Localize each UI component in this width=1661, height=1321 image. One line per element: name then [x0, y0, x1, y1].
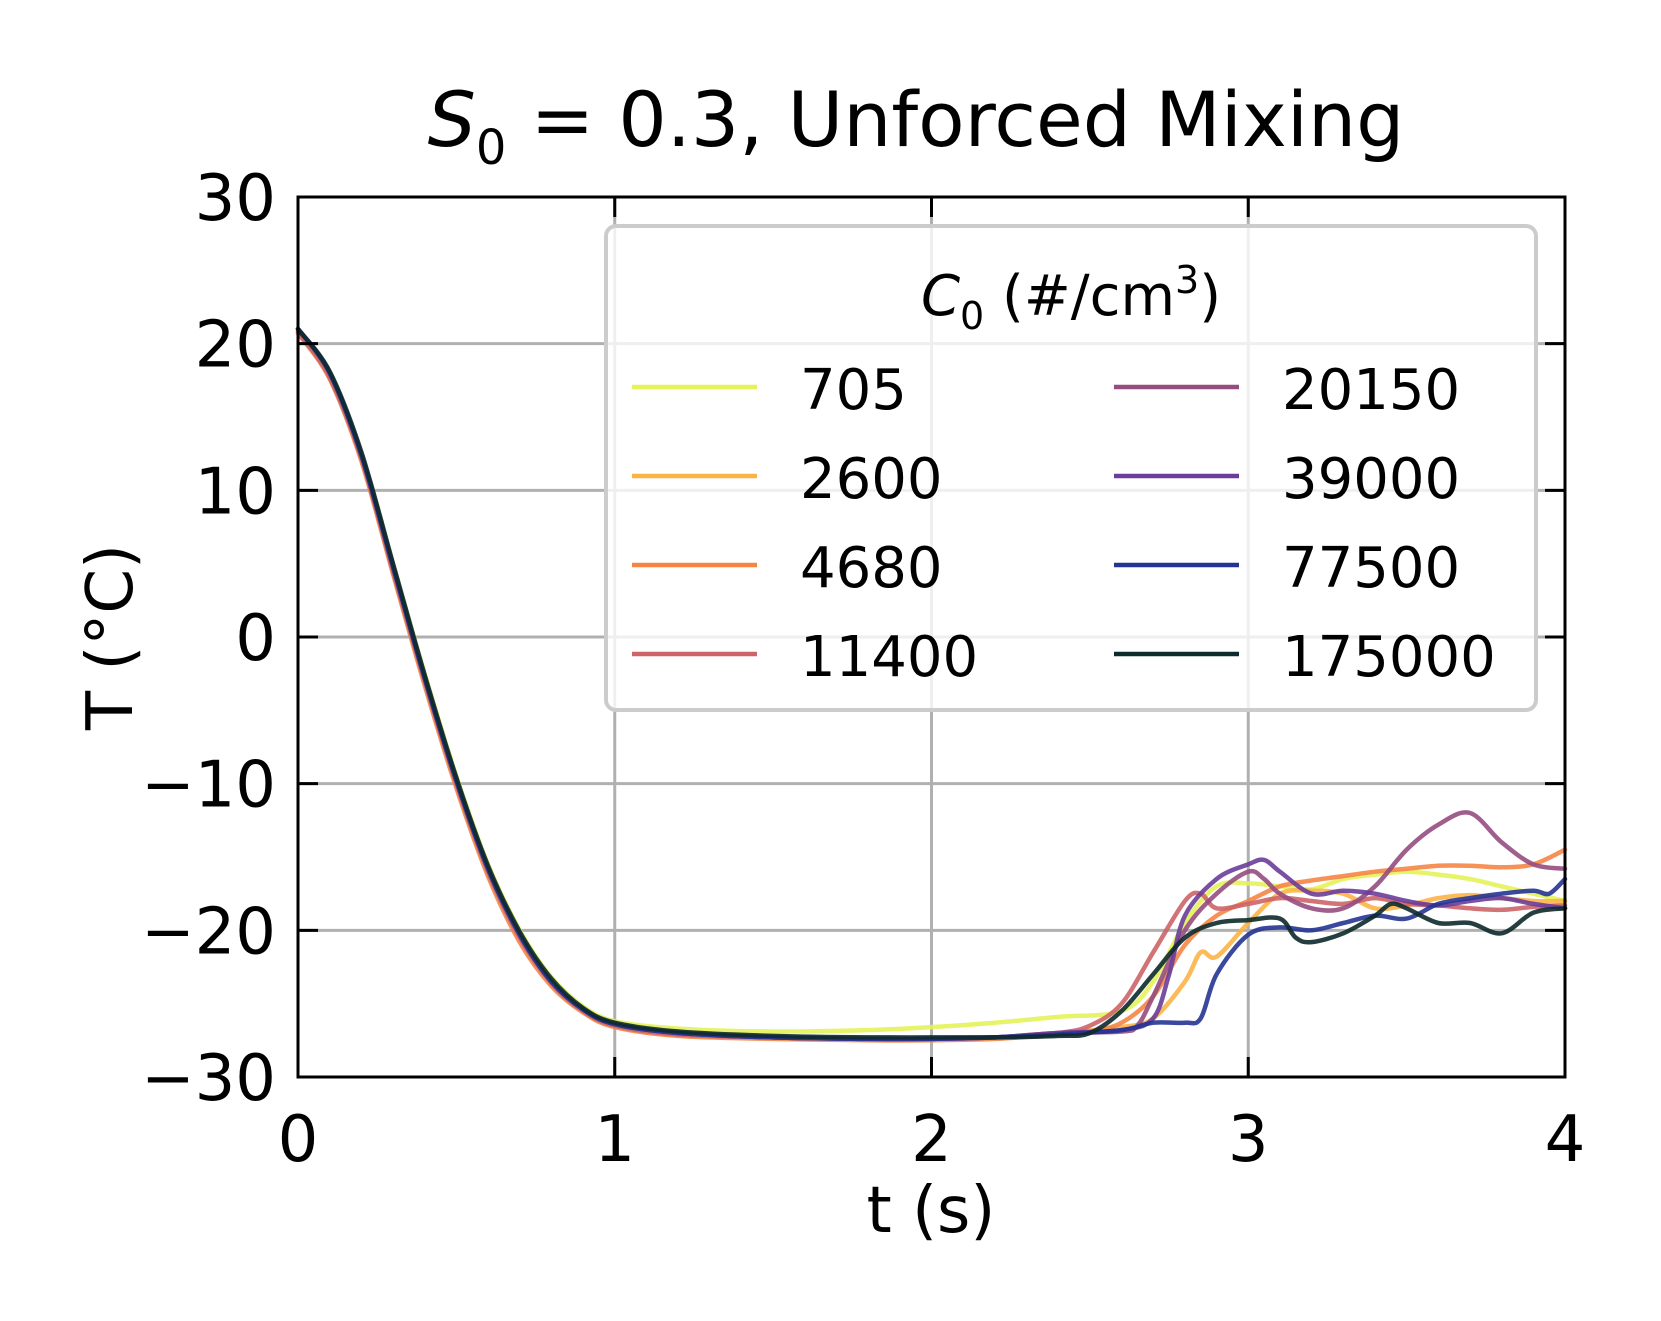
- y-tick-label-2: −10: [141, 749, 276, 823]
- legend-label-77500: 77500: [1282, 536, 1460, 601]
- legend-label-175000: 175000: [1282, 625, 1496, 690]
- y-tick-label-3: 0: [235, 602, 276, 676]
- chart-title-subscript: 0: [476, 120, 507, 176]
- x-tick-label-4: 4: [1545, 1103, 1586, 1177]
- legend-title-subscript: 0: [960, 294, 984, 338]
- legend-label-39000: 39000: [1282, 447, 1460, 512]
- legend: C0 (#/cm3) 705 2600 4680 11400 20150 39000 775…: [604, 224, 1538, 712]
- legend-label-4680: 4680: [800, 536, 943, 601]
- y-tick-label-0: −30: [141, 1042, 276, 1116]
- x-tick-label-0: 0: [278, 1103, 319, 1177]
- y-tick-label-1: −20: [141, 895, 276, 969]
- legend-title-superscript: 3: [1175, 258, 1199, 302]
- series-line-175000: [295, 326, 1568, 1040]
- chart-title-text: = 0.3, Unforced Mixing: [506, 75, 1404, 164]
- y-tick-label-4: 10: [195, 455, 276, 529]
- legend-title: C0 (#/cm3): [921, 258, 1221, 338]
- legend-label-11400: 11400: [800, 625, 978, 690]
- legend-label-705: 705: [800, 358, 907, 423]
- legend-title-symbol: C: [921, 264, 960, 329]
- chart-title-symbol: S: [428, 75, 476, 164]
- y-tick-label-5: 20: [195, 309, 276, 383]
- y-axis-label: T (°C): [74, 544, 148, 731]
- chart-title: S0 = 0.3, Unforced Mixing: [428, 75, 1405, 176]
- x-tick-label-1: 1: [594, 1103, 635, 1177]
- series-group: [295, 326, 1568, 1043]
- legend-box: [604, 224, 1538, 712]
- y-tick-label-6: 30: [195, 162, 276, 236]
- x-tick-label-2: 2: [911, 1103, 952, 1177]
- legend-items: 705 2600 4680 11400 20150 39000 77500 175000: [632, 358, 1496, 690]
- legend-label-2600: 2600: [800, 447, 943, 512]
- legend-title-close: ): [1199, 264, 1221, 329]
- x-axis-label: t (s): [867, 1174, 996, 1248]
- legend-title-text: (#/cm: [984, 264, 1175, 329]
- x-tick-label-3: 3: [1228, 1103, 1269, 1177]
- legend-label-20150: 20150: [1282, 358, 1460, 423]
